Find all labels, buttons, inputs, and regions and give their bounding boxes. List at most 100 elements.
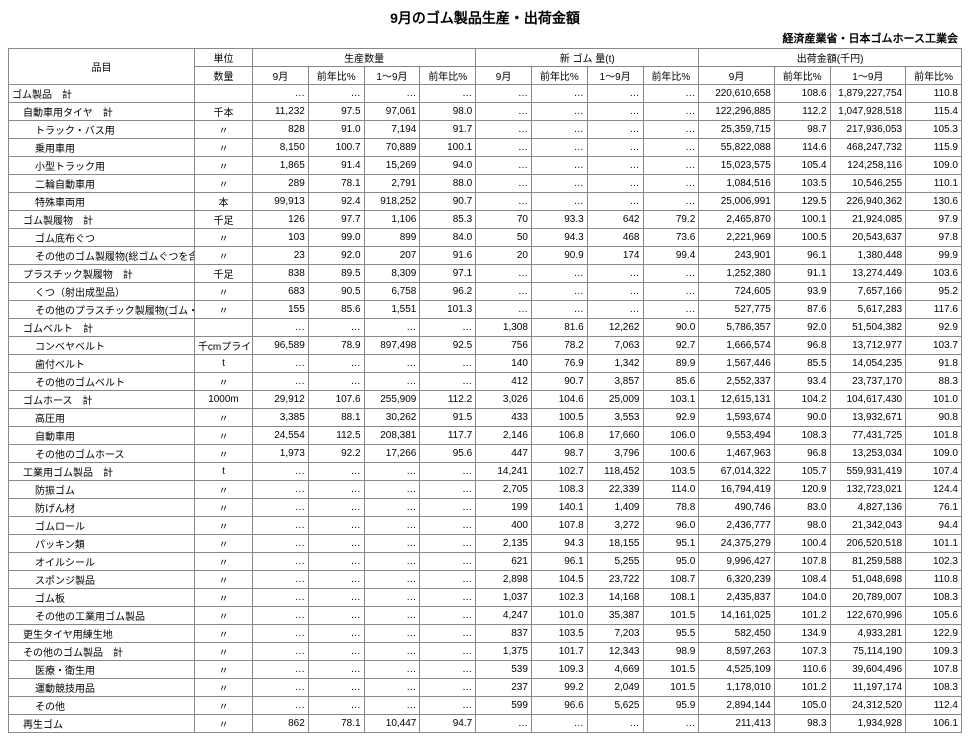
cell: 112.4 [906,697,962,715]
cell: 109.3 [906,643,962,661]
th-yoy: 前年比% [774,67,830,85]
cell: 15,269 [364,157,420,175]
cell: 90.7 [420,193,476,211]
table-row: パッキン類〃…………2,13594.318,15595.124,375,2791… [9,535,962,553]
row-name: パッキン類 [9,535,195,553]
th-yoy: 前年比% [308,67,364,85]
cell: 25,009 [587,391,643,409]
row-name: 二輪自動車用 [9,175,195,193]
cell: 8,309 [364,265,420,283]
cell: … [531,121,587,139]
cell: … [420,517,476,535]
cell: … [643,121,699,139]
cell: 4,933,281 [830,625,906,643]
table-row: ゴム製品 計……………………220,610,658108.61,879,227,… [9,85,962,103]
cell: 104.2 [774,391,830,409]
cell: … [308,85,364,103]
cell: 1,342 [587,355,643,373]
cell: 140.1 [531,499,587,517]
table-body: ゴム製品 計……………………220,610,658108.61,879,227,… [9,85,962,733]
cell: 115.9 [906,139,962,157]
cell: … [420,481,476,499]
cell: 92.0 [308,247,364,265]
cell: 97.9 [906,211,962,229]
cell: 109.0 [906,157,962,175]
cell: … [253,355,309,373]
table-row: 防振ゴム〃…………2,705108.322,339114.016,794,419… [9,481,962,499]
cell: 1,865 [253,157,309,175]
cell: 2,705 [476,481,532,499]
cell: 724,605 [699,283,775,301]
cell: 115.4 [906,103,962,121]
cell: 23 [253,247,309,265]
cell: … [531,193,587,211]
table-row: その他のプラスチック製履物(ゴム・プラ)〃15585.61,551101.3……… [9,301,962,319]
cell: 122.9 [906,625,962,643]
th-yoy: 前年比% [531,67,587,85]
row-unit: 〃 [194,607,252,625]
cell: 10,447 [364,715,420,733]
th-m19: 1～9月 [364,67,420,85]
cell: 85.3 [420,211,476,229]
cell: 2,552,337 [699,373,775,391]
row-unit: 〃 [194,283,252,301]
row-unit: 〃 [194,247,252,265]
cell: 1,380,448 [830,247,906,265]
cell: 206,520,518 [830,535,906,553]
row-name: その他の工業用ゴム製品 [9,607,195,625]
cell: 7,657,166 [830,283,906,301]
cell: … [364,481,420,499]
row-unit: 〃 [194,589,252,607]
cell: 99.2 [531,679,587,697]
cell: 16,794,419 [699,481,775,499]
cell: 55,822,088 [699,139,775,157]
cell: … [531,103,587,121]
cell: … [420,535,476,553]
row-name: ゴム板 [9,589,195,607]
cell: 1,666,574 [699,337,775,355]
cell: … [253,589,309,607]
cell: 208,381 [364,427,420,445]
cell: 107.8 [774,553,830,571]
cell: 7,194 [364,121,420,139]
cell: … [420,463,476,481]
cell: 30,262 [364,409,420,427]
cell: … [364,355,420,373]
source-label: 経済産業省・日本ゴムホース工業会 [8,30,962,46]
cell: 642 [587,211,643,229]
cell: 104.0 [774,589,830,607]
row-unit: 〃 [194,679,252,697]
cell: 102.7 [531,463,587,481]
cell: 90.7 [531,373,587,391]
cell: 100.1 [420,139,476,157]
cell: 104.6 [531,391,587,409]
cell: 140 [476,355,532,373]
cell: 105.7 [774,463,830,481]
cell: 101.8 [906,427,962,445]
cell: 2,221,969 [699,229,775,247]
row-name: オイルシール [9,553,195,571]
th-prodqty: 生産数量 [253,49,476,67]
cell: 23,722 [587,571,643,589]
cell: 6,758 [364,283,420,301]
cell: 104,617,430 [830,391,906,409]
cell: 3,026 [476,391,532,409]
cell: 8,150 [253,139,309,157]
cell: 3,857 [587,373,643,391]
cell: 9,553,494 [699,427,775,445]
cell: 134.9 [774,625,830,643]
cell: … [308,697,364,715]
cell: 96.1 [774,247,830,265]
cell: … [420,607,476,625]
row-unit: 〃 [194,625,252,643]
cell: … [364,373,420,391]
th-yoy: 前年比% [420,67,476,85]
cell: 99.9 [906,247,962,265]
cell: … [531,175,587,193]
cell: … [364,589,420,607]
cell: 100.4 [774,535,830,553]
cell: 87.6 [774,301,830,319]
th-m19: 1～9月 [587,67,643,85]
cell: 78.2 [531,337,587,355]
cell: 112.5 [308,427,364,445]
